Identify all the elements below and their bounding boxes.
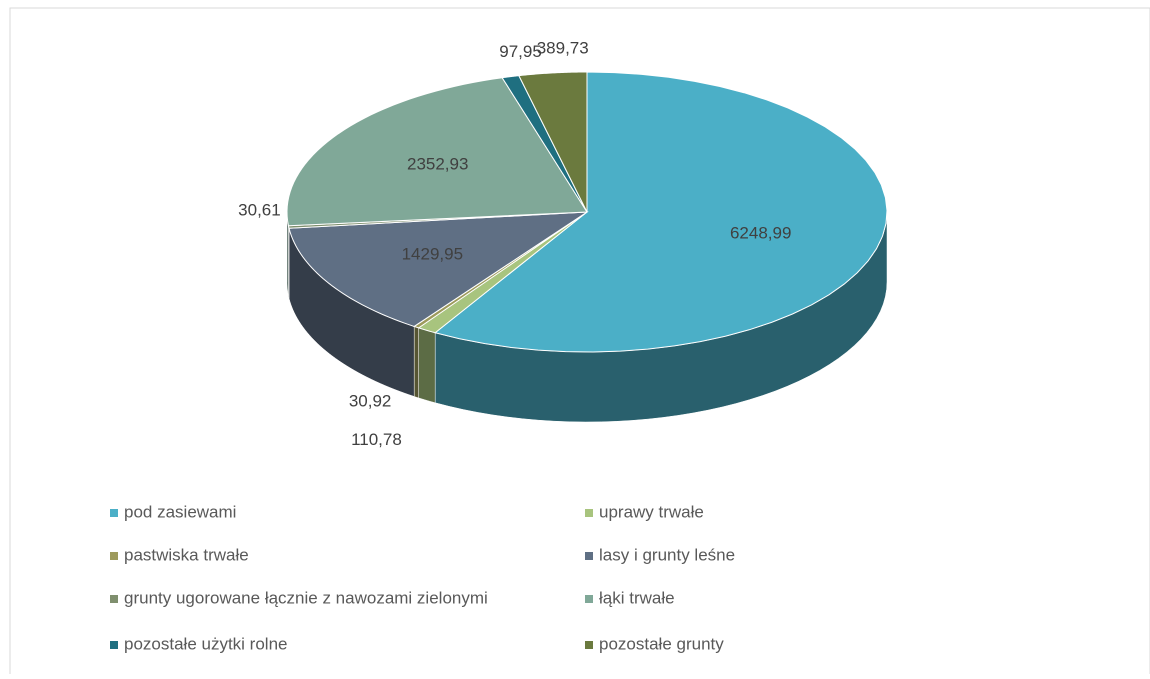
legend-marker bbox=[585, 595, 593, 603]
data-label: 389,73 bbox=[537, 38, 589, 57]
legend-label: pozostałe grunty bbox=[599, 634, 724, 653]
legend-label: pozostałe użytki rolne bbox=[124, 634, 287, 653]
data-label: 30,92 bbox=[349, 392, 392, 411]
legend-marker bbox=[110, 552, 118, 560]
pie-slice bbox=[286, 77, 588, 227]
legend-label: łąki trwałe bbox=[599, 588, 675, 607]
legend-label: pod zasiewami bbox=[124, 502, 236, 521]
data-label: 1429,95 bbox=[402, 244, 463, 263]
legend-label: uprawy trwałe bbox=[599, 502, 704, 521]
legend-marker bbox=[110, 641, 118, 649]
data-label: 97,95 bbox=[499, 42, 542, 61]
legend-label: pastwiska trwałe bbox=[124, 545, 249, 564]
pie-slice bbox=[434, 71, 888, 353]
data-label: 2352,93 bbox=[407, 155, 468, 174]
pie-slice-side bbox=[418, 327, 436, 404]
data-label: 110,78 bbox=[351, 430, 402, 449]
pie-slice bbox=[417, 211, 588, 334]
pie-slice bbox=[288, 211, 589, 327]
pie-slice bbox=[518, 71, 588, 213]
legend-marker bbox=[585, 509, 593, 517]
legend-marker bbox=[585, 641, 593, 649]
pie-slice-side bbox=[413, 326, 419, 399]
legend-marker bbox=[585, 552, 593, 560]
data-label: 30,61 bbox=[238, 201, 281, 220]
legend-label: lasy i grunty leśne bbox=[599, 545, 735, 564]
legend-marker bbox=[110, 595, 118, 603]
data-label: 6248,99 bbox=[730, 224, 791, 243]
legend-label: grunty ugorowane łącznie z nawozami ziel… bbox=[124, 588, 488, 607]
chart-border bbox=[9, 7, 1150, 679]
legend-marker bbox=[110, 509, 118, 517]
pie-slice bbox=[501, 75, 588, 213]
